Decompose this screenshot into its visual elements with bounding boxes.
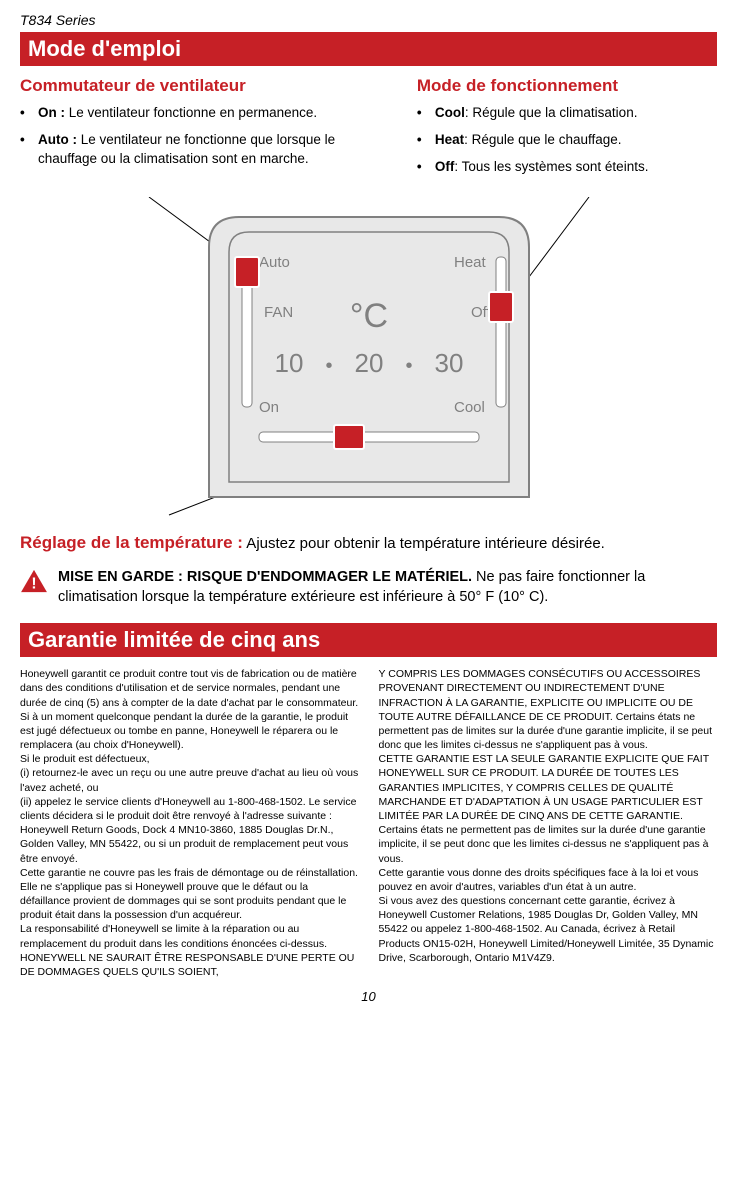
bullet-icon: • xyxy=(20,131,38,169)
caution-bold: MISE EN GARDE : RISQUE D'ENDOMMAGER LE M… xyxy=(58,569,472,585)
bullet-icon: • xyxy=(417,131,435,150)
list-item-bold: On : xyxy=(38,105,65,120)
label-heat: Heat xyxy=(454,254,487,271)
thermostat-diagram-wrap: Auto FAN On Heat Off Cool °C 10 • 20 • 3… xyxy=(20,197,717,517)
label-cool: Cool xyxy=(454,399,485,416)
list-item-text: Cool: Régule que la climatisation. xyxy=(435,104,717,123)
list-item-text: Auto : Le ventilateur ne fonctionne que … xyxy=(38,131,387,169)
list-item: • Heat: Régule que le chauffage. xyxy=(417,131,717,150)
label-on: On xyxy=(259,399,279,416)
series-label: T834 Series xyxy=(20,12,717,28)
list-item-bold: Off xyxy=(435,159,455,174)
list-item-bold: Auto : xyxy=(38,132,77,147)
temp-slider-track xyxy=(259,432,479,442)
list-item-bold: Heat xyxy=(435,132,464,147)
list-item-rest: Le ventilateur fonctionne en permanence. xyxy=(65,105,317,120)
warranty-right: Y COMPRIS LES DOMMAGES CONSÉCUTIFS OU AC… xyxy=(379,667,718,979)
list-item-text: Off: Tous les systèmes sont éteints. xyxy=(435,158,717,177)
list-item-text: On : Le ventilateur fonctionne en perman… xyxy=(38,104,387,123)
label-30: 30 xyxy=(434,348,463,378)
label-auto: Auto xyxy=(259,254,290,271)
label-degc: °C xyxy=(349,297,387,335)
system-slider-track xyxy=(496,257,506,407)
page-number: 10 xyxy=(20,989,717,1004)
thermostat-body: Auto FAN On Heat Off Cool °C 10 • 20 • 3… xyxy=(209,217,529,497)
svg-text:!: ! xyxy=(31,575,36,592)
system-mode-section: Mode de fonctionnement • Cool: Régule qu… xyxy=(417,76,717,185)
fan-switch-section: Commutateur de ventilateur • On : Le ven… xyxy=(20,76,387,185)
section-heading-mode-emploi: Mode d'emploi xyxy=(20,32,717,66)
list-item: • Auto : Le ventilateur ne fonctionne qu… xyxy=(20,131,387,169)
temperature-setting-rest: Ajustez pour obtenir la température inté… xyxy=(243,535,605,552)
operation-columns: Commutateur de ventilateur • On : Le ven… xyxy=(20,76,717,185)
system-mode-heading: Mode de fonctionnement xyxy=(417,76,717,96)
list-item: • Cool: Régule que la climatisation. xyxy=(417,104,717,123)
temp-slider-knob[interactable] xyxy=(334,425,364,449)
fan-switch-heading: Commutateur de ventilateur xyxy=(20,76,387,96)
label-dot2: • xyxy=(405,355,412,377)
list-item-bold: Cool xyxy=(435,105,465,120)
system-slider-knob[interactable] xyxy=(489,292,513,322)
list-item-rest: Le ventilateur ne fonctionne que lorsque… xyxy=(38,132,335,166)
list-item: • Off: Tous les systèmes sont éteints. xyxy=(417,158,717,177)
fan-switch-list: • On : Le ventilateur fonctionne en perm… xyxy=(20,104,387,169)
fan-slider-knob[interactable] xyxy=(235,257,259,287)
caution-row: ! MISE EN GARDE : RISQUE D'ENDOMMAGER LE… xyxy=(20,567,717,608)
bullet-icon: • xyxy=(417,158,435,177)
system-mode-list: • Cool: Régule que la climatisation. • H… xyxy=(417,104,717,177)
section-heading-garantie: Garantie limitée de cinq ans xyxy=(20,623,717,657)
temperature-setting-row: Réglage de la température : Ajustez pour… xyxy=(20,533,717,553)
list-item-rest: : Tous les systèmes sont éteints. xyxy=(454,159,648,174)
bullet-icon: • xyxy=(20,104,38,123)
temperature-setting-lead: Réglage de la température : xyxy=(20,533,243,552)
label-fan: FAN xyxy=(264,304,293,321)
label-20: 20 xyxy=(354,348,383,378)
warranty-columns: Honeywell garantit ce produit contre tou… xyxy=(20,667,717,979)
bullet-icon: • xyxy=(417,104,435,123)
list-item-text: Heat: Régule que le chauffage. xyxy=(435,131,717,150)
warranty-left: Honeywell garantit ce produit contre tou… xyxy=(20,667,359,979)
label-dot1: • xyxy=(325,355,332,377)
warning-icon: ! xyxy=(20,569,48,593)
thermostat-diagram: Auto FAN On Heat Off Cool °C 10 • 20 • 3… xyxy=(109,197,629,517)
caution-text: MISE EN GARDE : RISQUE D'ENDOMMAGER LE M… xyxy=(58,567,717,608)
list-item-rest: : Régule que la climatisation. xyxy=(465,105,638,120)
label-10: 10 xyxy=(274,348,303,378)
list-item: • On : Le ventilateur fonctionne en perm… xyxy=(20,104,387,123)
list-item-rest: : Régule que le chauffage. xyxy=(464,132,621,147)
